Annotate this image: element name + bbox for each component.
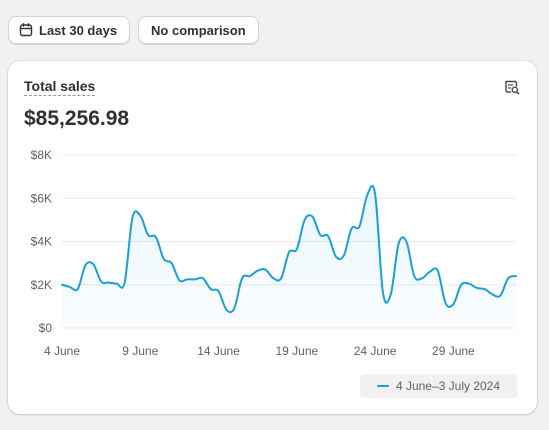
y-tick-label: $6K (31, 191, 52, 205)
y-tick-label: $8K (31, 148, 52, 162)
x-tick-label: 19 June (275, 344, 318, 358)
card-title[interactable]: Total sales (24, 78, 96, 96)
legend-label: 4 June–3 July 2024 (395, 379, 501, 393)
comparison-button[interactable]: No comparison (138, 16, 259, 44)
total-sales-card: Total sales $85,256.98 $0 $2K $4K $6K $8K 4 J… (8, 61, 537, 414)
y-tick-label: $2K (31, 278, 52, 292)
toolbar: Last 30 days No comparison (8, 16, 259, 44)
sales-line-chart: $0 $2K $4K $6K $8K 4 June 9 June 14 June 19 June… (31, 148, 517, 358)
chart-explore-icon[interactable] (503, 78, 521, 96)
x-tick-label: 14 June (197, 344, 240, 358)
x-tick-label: 4 June (44, 344, 80, 358)
legend-swatch (376, 385, 389, 387)
y-tick-label: $4K (31, 235, 52, 249)
x-tick-label: 29 June (432, 344, 475, 358)
x-tick-label: 9 June (122, 344, 158, 358)
comparison-label: No comparison (151, 22, 246, 38)
series-line (61, 184, 517, 314)
date-range-label: Last 30 days (39, 22, 118, 38)
total-sales-value: $85,256.98 (24, 107, 130, 130)
chart-legend: 4 June–3 July 2024 (360, 374, 517, 398)
y-tick-label: $0 (39, 321, 53, 335)
series-area (62, 185, 516, 328)
date-range-button[interactable]: Last 30 days (8, 16, 131, 44)
x-tick-label: 24 June (354, 344, 397, 358)
calendar-icon (19, 23, 33, 37)
